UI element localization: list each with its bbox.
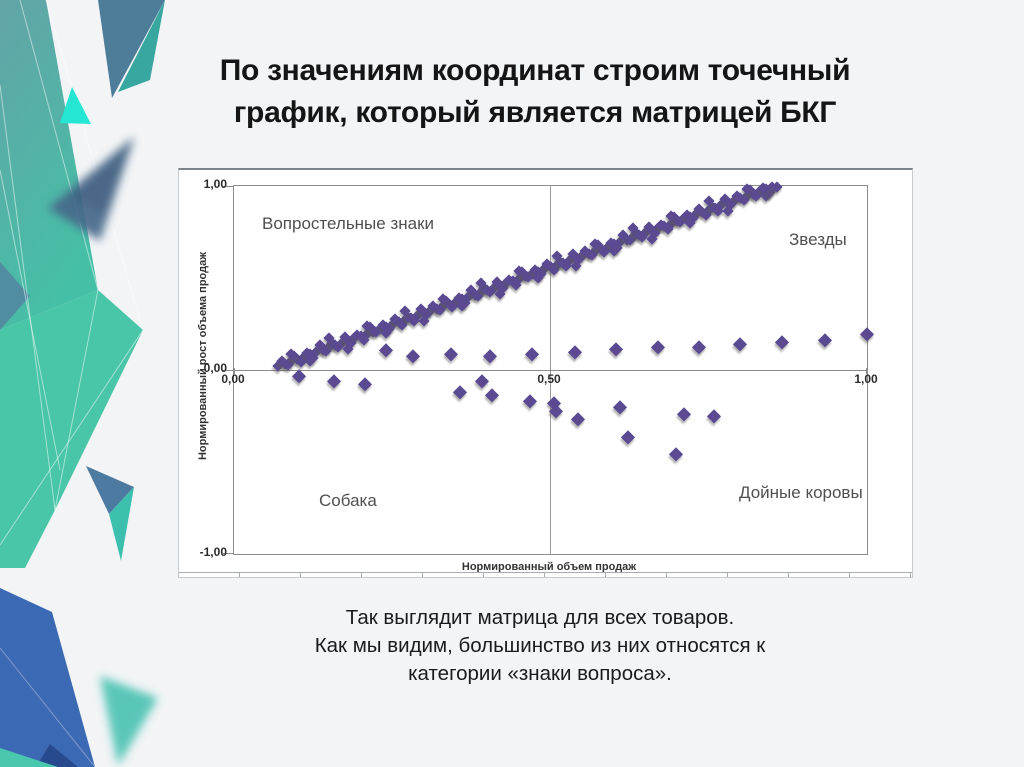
data-point (474, 374, 489, 388)
cyan-triangle (60, 87, 91, 124)
data-point (379, 343, 393, 357)
x-tick-label-1: 1,00 (854, 372, 878, 386)
y-tick-mark-0 (223, 370, 234, 371)
y-tick-label-0: 0,00 (203, 361, 227, 375)
x-axis-title: Нормированный объем продаж (461, 561, 637, 573)
data-point (677, 407, 691, 421)
x-tick-label-0: 0,00 (221, 372, 245, 386)
quadrant-label-cash-cows: Дойные коровы (739, 483, 863, 502)
data-point (692, 339, 707, 354)
data-point (570, 412, 585, 426)
y-tick-mark-1 (223, 186, 234, 187)
small-kite (86, 466, 134, 561)
data-point (567, 345, 582, 359)
caption-line-2: Как мы видим, большинство из них относят… (314, 634, 766, 657)
data-point (612, 400, 627, 414)
data-point (522, 394, 537, 408)
data-point (292, 369, 306, 384)
decorative-triangles (0, 0, 165, 767)
data-point (609, 342, 624, 357)
teal-facet-band (0, 0, 144, 568)
data-point (327, 374, 341, 389)
blue-bottom-facets (0, 588, 96, 767)
y-tick-mark-neg1 (223, 553, 234, 554)
plot-area: Вопростельные знаки Звезды Собака Дойные… (223, 180, 874, 555)
data-point (733, 337, 748, 352)
caption-line-3: категории «знаки вопроса». (408, 662, 672, 685)
data-point (524, 346, 539, 361)
data-point (818, 332, 832, 347)
data-point (650, 340, 665, 354)
x-tick-mark-1 (866, 368, 867, 374)
y-tick-label-neg1: -1,00 (199, 545, 227, 559)
caption-text: Так выглядит матрица для всех товаров. К… (240, 604, 840, 688)
quadrant-label-dog: Собака (319, 491, 377, 510)
blurred-teal-triangle (100, 676, 158, 766)
bcg-matrix-chart: Вопростельные знаки Звезды Собака Дойные… (178, 168, 913, 578)
title-line-1: По значениям координат строим точечный (219, 54, 851, 87)
teal-top-triangle (118, 0, 165, 92)
x-tick-mark-0 (234, 368, 235, 374)
caption-line-1: Так выглядит матрица для всех товаров. (345, 606, 735, 629)
data-point (406, 349, 420, 363)
y-tick-label-1: 1,00 (203, 177, 227, 191)
quadrant-label-stars: Звезды (789, 230, 847, 249)
quadrant-label-question-marks: Вопростельные знаки (262, 214, 435, 233)
data-point (620, 430, 635, 444)
data-point (358, 377, 372, 391)
blurred-dark-arrow (48, 137, 134, 241)
data-point (483, 349, 498, 363)
data-point (444, 347, 458, 361)
data-point (860, 327, 874, 341)
data-point (775, 335, 789, 349)
y-axis-title: Нормированный рост объема продаж (197, 251, 209, 461)
x-tick-mark-05 (550, 368, 551, 374)
title-line-2: график, который является матрицей БКГ (233, 96, 837, 129)
data-point (669, 447, 683, 461)
slide-title: По значениям координат строим точечный г… (185, 50, 885, 134)
data-point (453, 384, 467, 399)
data-point (707, 409, 722, 423)
x-tick-label-05: 0,50 (537, 372, 561, 386)
slate-top-triangle (98, 0, 165, 98)
data-point (485, 388, 500, 403)
chart-bottom-tick-strip (179, 572, 912, 577)
